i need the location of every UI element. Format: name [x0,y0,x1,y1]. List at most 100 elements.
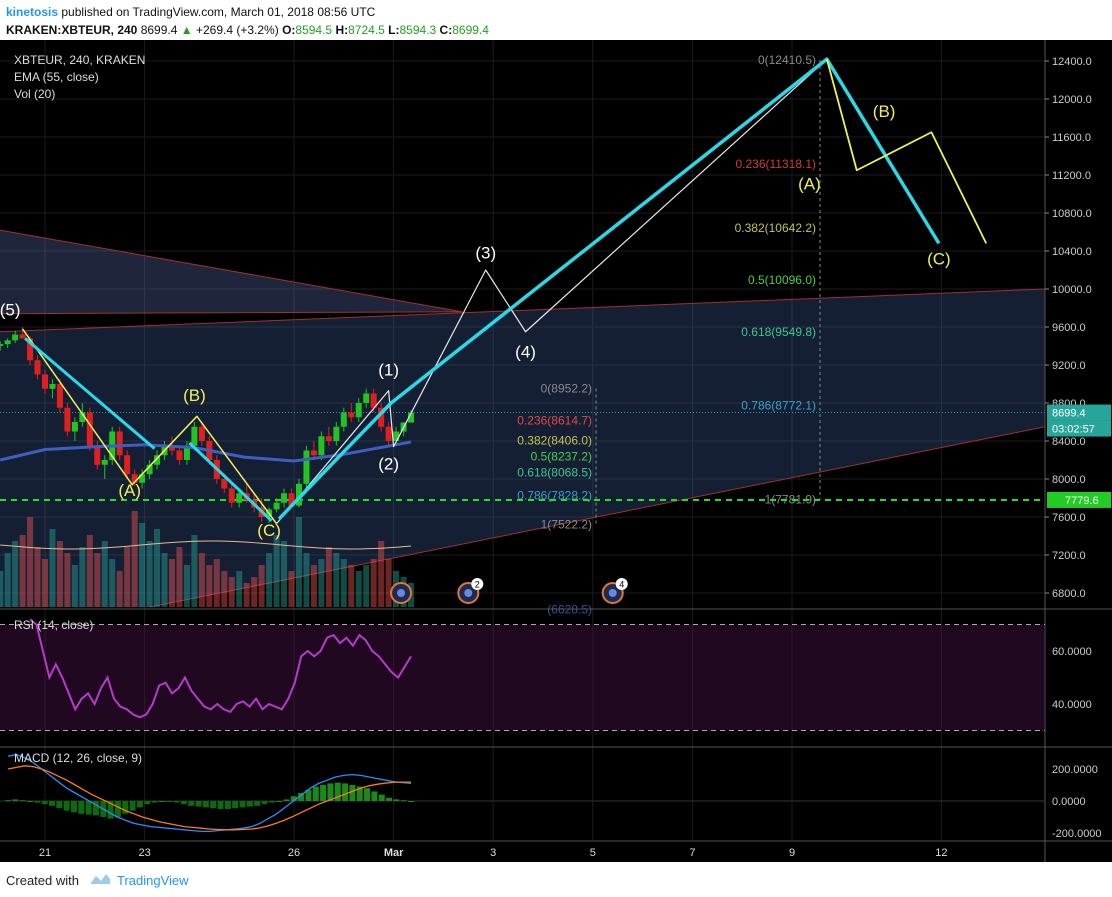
price-axis[interactable]: 12400.0 12000.0 11600.0 11200.0 10800.0 10400… [1044,40,1111,862]
author-link[interactable]: kinetosis [6,5,59,19]
fib-small-label: 0(8952.2) [541,382,592,396]
rsi-pane: RSI (14, close) 60.0000 40.0000 [0,608,1112,731]
macd-histogram-bar [283,799,290,801]
volume-bar [168,559,175,607]
volume-bar [49,529,56,607]
candle-body [385,426,392,441]
wave-label: (4) [515,342,536,361]
macd-histogram-bar [114,801,121,817]
corrective-abc-path [21,328,278,525]
rsi-line [29,618,412,719]
volume-bar [243,583,250,607]
support-price-text: 7779.6 [1065,495,1099,507]
event-badge-dot [464,589,473,597]
macd-histogram-bar [56,801,63,809]
candle-body [27,338,34,361]
price-tick-label: 11200.0 [1052,170,1091,182]
macd-histogram-bar [239,801,246,808]
volume-bar [303,553,310,607]
macd-histogram-bar [26,801,33,802]
volume-bar [161,553,168,607]
symbol-line: KRAKEN:XBTEUR, 240 [6,23,138,37]
volume-bar [191,535,198,607]
volume-bar [340,559,347,607]
macd-histogram-bar [276,801,283,802]
candle-body [288,493,295,506]
volume-bar [116,571,123,607]
macd-histogram-bar [386,797,393,801]
candle-body [124,455,131,475]
volume-bar [139,523,146,607]
fib-large-label: 0(12410.5) [758,53,816,67]
macd-tick-label: 200.0000 [1052,764,1098,776]
fib-large-label: 0.786(8772.1) [741,399,816,413]
volume-bar [281,541,288,607]
volume-bar [42,559,48,607]
macd-histogram-bar [202,801,209,808]
macd-pane: MACD (12, 26, close, 9) 200.0000 0.0000 -20… [0,746,1112,840]
macd-histogram-bar [85,801,92,815]
candle-body [348,412,355,418]
volume-bar [34,547,41,607]
candle-body [198,426,205,441]
price-tick-label: 10000.0 [1052,284,1092,296]
macd-histogram-bar [70,801,77,813]
tradingview-logo-icon[interactable] [88,870,112,888]
candle-body [64,407,71,432]
candle-body [370,393,377,408]
low-label: L: [388,23,400,37]
rsi-band-fill [0,624,1045,731]
macd-histogram-bar [188,801,195,806]
volume-bar [228,577,235,607]
time-tick-label: Mar [384,847,404,859]
macd-histogram-bar [173,801,180,803]
candle-body [79,412,86,422]
fib-small-label: 0.618(8068.5) [517,465,592,479]
rsi-tick-label: 60.0000 [1052,646,1092,658]
grid-lines [0,40,1045,840]
price-tick-label: 9600.0 [1052,322,1086,334]
macd-histogram-bar [151,801,158,803]
high-label: H: [335,23,349,37]
volume-bar [12,541,19,607]
fib-small-label: 0.786(7828.2) [517,488,592,502]
candle-body [101,460,108,465]
macd-tick-label: -200.0000 [1052,828,1102,840]
macd-histogram-bar [41,801,48,805]
tradingview-link[interactable]: TradingView [117,873,189,888]
volume-bar [131,511,138,607]
macd-histogram-bar [224,801,231,809]
volume-bar [183,565,190,607]
macd-histogram-bar [290,796,297,801]
projected-abc-path [825,58,988,244]
candle-body [116,431,123,456]
macd-histogram-bar [356,786,363,801]
candle-body [86,412,93,446]
macd-histogram-bar [254,801,261,806]
candle-body [228,488,235,503]
macd-histogram-bar [371,791,378,801]
chart-legend: XBTEUR, 240, KRAKEN EMA (55, close) Vol … [14,53,145,101]
macd-line [7,753,412,833]
macd-histogram-bar [63,801,70,811]
macd-histogram-bar [305,789,312,801]
macd-histogram-bar [312,786,319,801]
volume-bar [124,547,131,607]
fibonacci-levels: 0(8952.2) 0.236(8614.7) 0.382(8406.0) 0.5(8… [0,53,1045,616]
volume-bar [318,559,325,607]
price-tick-label: 6800.0 [1052,588,1086,600]
rsi-tick-label: 40.0000 [1052,699,1092,711]
publish-line: kinetosis published on TradingView.com, … [6,5,375,19]
last-price-tag [1047,404,1111,421]
candle-body [333,426,340,441]
macd-histogram-bar [19,800,26,802]
candle-body [139,474,146,483]
macd-histogram-bar [261,801,268,805]
support-trendline [149,426,1046,608]
trading-chart[interactable]: 0(8952.2) 0.236(8614.7) 0.382(8406.0) 0.5(8… [0,40,1112,862]
time-axis[interactable]: 21 23 26 Mar 3 5 7 9 12 [0,840,1112,859]
volume-bar [266,553,273,607]
candle-body [154,455,161,465]
volume-bar [221,571,228,607]
volume-bar [385,559,392,607]
